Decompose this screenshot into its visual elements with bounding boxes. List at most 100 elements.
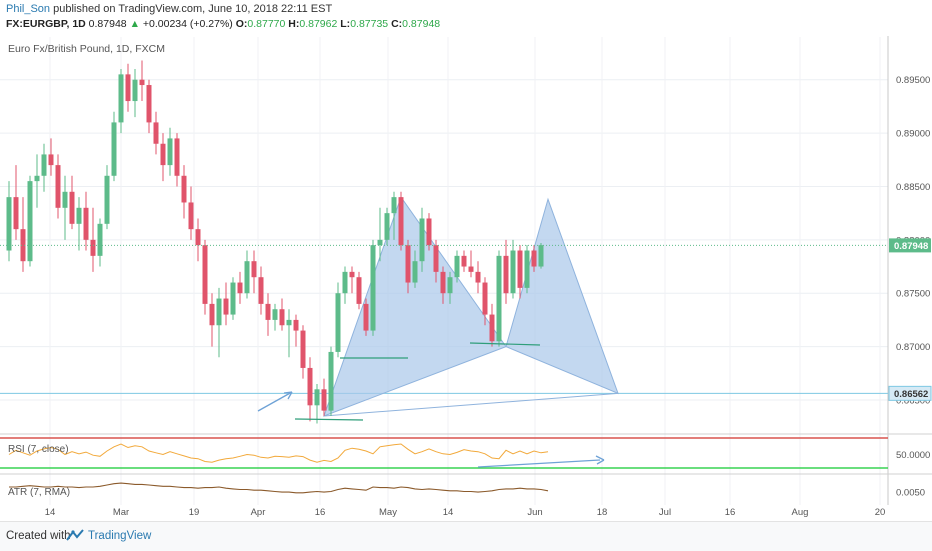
x-tick-label: 14 — [45, 507, 56, 518]
candle-body — [321, 389, 327, 411]
candle-body — [524, 250, 530, 288]
candle-body — [370, 245, 376, 331]
candle — [307, 357, 313, 422]
candle — [83, 191, 89, 251]
candle-body — [293, 319, 299, 331]
candle-body — [405, 245, 411, 283]
candle — [279, 298, 285, 331]
candle — [454, 250, 460, 283]
candle — [293, 314, 299, 347]
candle — [384, 207, 390, 246]
candle — [538, 243, 544, 269]
candle — [461, 250, 467, 272]
candle-body — [104, 175, 110, 224]
pattern-triangle-xab — [323, 196, 507, 417]
candle — [188, 186, 194, 240]
candle — [97, 218, 103, 267]
candle — [314, 383, 320, 424]
x-tick-label: Apr — [251, 507, 266, 518]
candle-body — [510, 250, 516, 294]
price-tick-label: 0.87500 — [896, 289, 930, 300]
candle — [405, 239, 411, 294]
candle — [146, 79, 152, 134]
candle — [419, 207, 425, 272]
author-link[interactable]: Phil_Son — [6, 3, 51, 15]
candle — [286, 309, 292, 358]
price-tick-label: 0.87000 — [896, 342, 930, 353]
candle-body — [153, 122, 159, 144]
candle-body — [461, 255, 467, 267]
candle-body — [174, 138, 180, 176]
candle — [62, 175, 68, 240]
candle — [139, 60, 145, 102]
candle-body — [265, 303, 271, 320]
candle — [160, 133, 166, 182]
arrow-head-icon — [595, 455, 605, 465]
candle — [482, 277, 488, 326]
chart-canvas[interactable]: Euro Fx/British Pound, 1D, FXCM 0.89500 0.… — [0, 0, 932, 521]
candle — [349, 266, 355, 294]
candle-body — [433, 245, 439, 272]
candle-body — [412, 261, 418, 283]
current-price-label: 0.87948 — [894, 241, 928, 252]
x-tick-label: 16 — [725, 507, 736, 518]
candle — [6, 181, 12, 262]
close-value: 0.87948 — [402, 18, 441, 30]
candle-body — [342, 271, 348, 294]
candle — [391, 191, 397, 240]
candle-body — [237, 282, 243, 294]
high-value: 0.87962 — [299, 18, 338, 30]
tradingview-logo-icon[interactable] — [66, 528, 84, 542]
candle — [447, 271, 453, 304]
candle — [174, 133, 180, 187]
candle-body — [349, 271, 355, 278]
candle-body — [482, 282, 488, 315]
candle-body — [90, 239, 96, 256]
candle — [335, 282, 341, 358]
candle — [244, 250, 250, 299]
level-price-label: 0.86562 — [894, 389, 928, 400]
candle — [153, 111, 159, 155]
candle — [272, 303, 278, 331]
candle-body — [69, 191, 75, 224]
pattern-base-line — [323, 392, 619, 417]
x-tick-label: 18 — [597, 507, 608, 518]
x-tick-label: 14 — [443, 507, 454, 518]
candle — [132, 69, 138, 118]
candle — [328, 346, 334, 416]
candle — [363, 298, 369, 336]
candle-body — [307, 367, 313, 406]
candle — [517, 245, 523, 299]
candle-body — [27, 181, 33, 262]
high-label: H: — [288, 18, 300, 30]
candle-body — [216, 298, 222, 326]
candle-body — [125, 74, 131, 102]
candle — [321, 378, 327, 416]
arrow-head-icon — [283, 391, 293, 400]
candle-body — [538, 245, 544, 267]
rsi-label: RSI (7, close) — [8, 444, 69, 455]
candle — [433, 239, 439, 283]
x-tick-label: Mar — [113, 507, 129, 518]
chart-header: Phil_Son published on TradingView.com, J… — [0, 0, 932, 33]
pattern-triangle-bcd — [505, 197, 619, 395]
candle-body — [475, 271, 481, 283]
candle-body — [251, 261, 257, 278]
tradingview-brand[interactable]: TradingView — [88, 530, 152, 542]
symbol-ohlc-line: FX:EURGBP, 1D 0.87948 ▲ +0.00234 (+0.27%… — [6, 18, 440, 30]
candle-body — [230, 282, 236, 315]
candle-body — [272, 309, 278, 320]
candle — [13, 165, 19, 240]
annotation-line — [469, 342, 541, 346]
close-label: C: — [391, 18, 403, 30]
rsi-line — [8, 443, 549, 463]
published-text: published on TradingView.com, June 10, 2… — [53, 3, 333, 15]
candle — [195, 218, 201, 262]
price-tick-label: 0.86500 — [896, 395, 930, 406]
candle-body — [489, 314, 495, 342]
candle — [55, 154, 61, 219]
candle-body — [139, 79, 145, 86]
candle — [209, 293, 215, 347]
candle — [377, 207, 383, 262]
candle-body — [426, 218, 432, 246]
